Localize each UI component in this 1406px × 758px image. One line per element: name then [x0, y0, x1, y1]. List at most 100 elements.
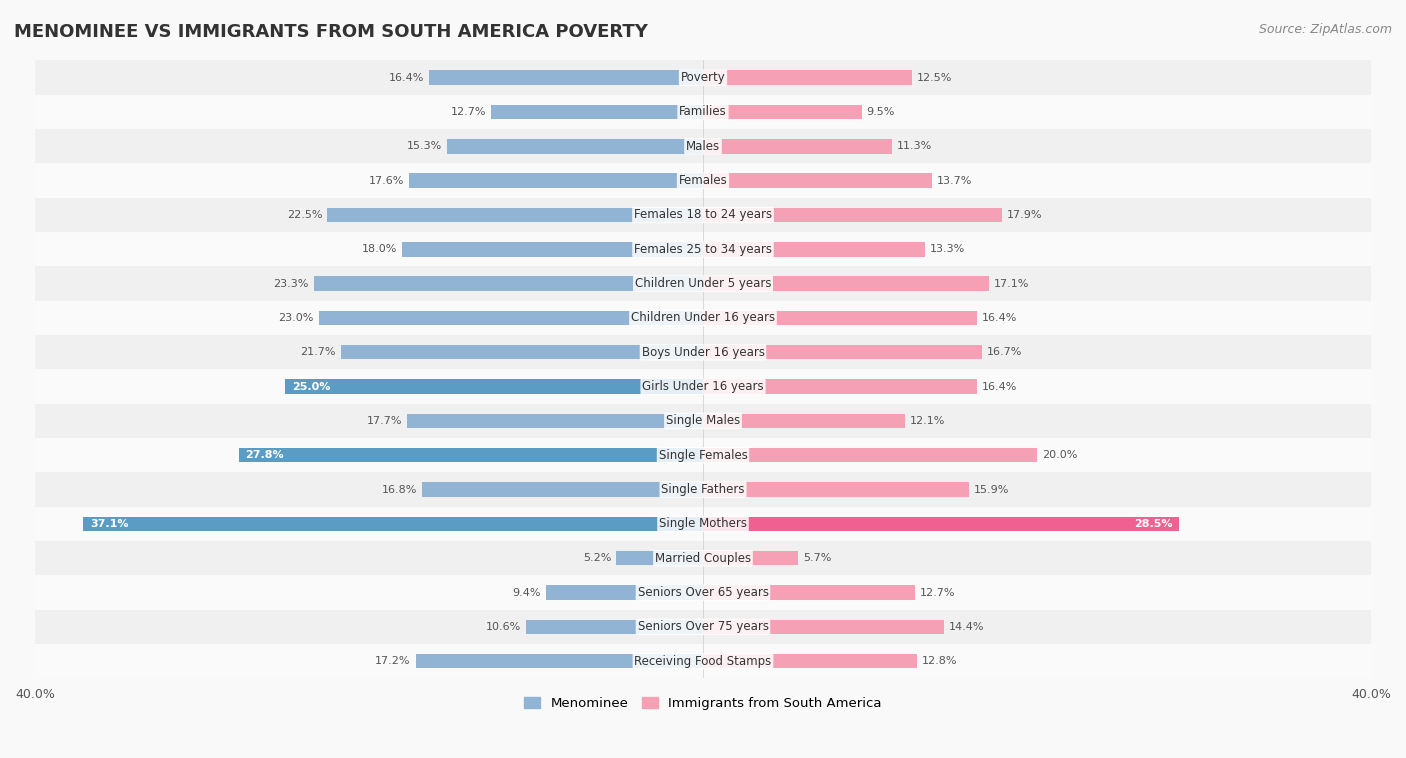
- Bar: [447, 139, 703, 154]
- Bar: [0, 609, 1406, 644]
- Text: Source: ZipAtlas.com: Source: ZipAtlas.com: [1258, 23, 1392, 36]
- Text: 28.5%: 28.5%: [1133, 519, 1173, 529]
- Text: 12.1%: 12.1%: [910, 416, 945, 426]
- Bar: [409, 174, 703, 188]
- Text: 16.7%: 16.7%: [987, 347, 1022, 357]
- Bar: [526, 620, 703, 634]
- Text: 11.3%: 11.3%: [897, 141, 932, 152]
- Text: 15.9%: 15.9%: [973, 484, 1010, 495]
- Bar: [319, 311, 703, 325]
- Text: 5.7%: 5.7%: [803, 553, 831, 563]
- Bar: [703, 414, 905, 428]
- Text: 9.5%: 9.5%: [866, 107, 896, 117]
- Text: 16.4%: 16.4%: [388, 73, 425, 83]
- Bar: [0, 335, 1406, 369]
- Bar: [703, 585, 915, 600]
- Bar: [703, 139, 891, 154]
- Text: 13.3%: 13.3%: [931, 244, 966, 254]
- Bar: [491, 105, 703, 119]
- Text: Girls Under 16 years: Girls Under 16 years: [643, 380, 763, 393]
- Bar: [0, 164, 1406, 198]
- Bar: [402, 242, 703, 256]
- Bar: [703, 208, 1002, 222]
- Bar: [0, 541, 1406, 575]
- Text: Poverty: Poverty: [681, 71, 725, 84]
- Text: 22.5%: 22.5%: [287, 210, 322, 220]
- Bar: [0, 507, 1406, 541]
- Text: 12.7%: 12.7%: [450, 107, 486, 117]
- Text: 18.0%: 18.0%: [361, 244, 398, 254]
- Bar: [0, 61, 1406, 95]
- Text: 20.0%: 20.0%: [1042, 450, 1077, 460]
- Text: 17.2%: 17.2%: [375, 656, 411, 666]
- Bar: [0, 404, 1406, 438]
- Text: 27.8%: 27.8%: [246, 450, 284, 460]
- Text: Females: Females: [679, 174, 727, 187]
- Text: 25.0%: 25.0%: [292, 381, 330, 392]
- Bar: [0, 267, 1406, 301]
- Bar: [703, 448, 1038, 462]
- Bar: [616, 551, 703, 565]
- Legend: Menominee, Immigrants from South America: Menominee, Immigrants from South America: [519, 691, 887, 715]
- Bar: [0, 438, 1406, 472]
- Text: Seniors Over 65 years: Seniors Over 65 years: [637, 586, 769, 599]
- Bar: [546, 585, 703, 600]
- Text: 14.4%: 14.4%: [949, 622, 984, 632]
- Text: 9.4%: 9.4%: [513, 587, 541, 597]
- Text: 21.7%: 21.7%: [299, 347, 336, 357]
- Text: Children Under 5 years: Children Under 5 years: [634, 277, 772, 290]
- Text: 10.6%: 10.6%: [485, 622, 522, 632]
- Bar: [429, 70, 703, 85]
- Text: Families: Families: [679, 105, 727, 118]
- Bar: [703, 551, 799, 565]
- Text: 17.7%: 17.7%: [367, 416, 402, 426]
- Bar: [0, 472, 1406, 507]
- Bar: [703, 311, 977, 325]
- Text: 12.8%: 12.8%: [922, 656, 957, 666]
- Text: 15.3%: 15.3%: [408, 141, 443, 152]
- Text: 16.8%: 16.8%: [382, 484, 418, 495]
- Bar: [703, 70, 911, 85]
- Bar: [422, 482, 703, 496]
- Text: Females 25 to 34 years: Females 25 to 34 years: [634, 243, 772, 255]
- Text: Single Males: Single Males: [666, 415, 740, 428]
- Bar: [0, 129, 1406, 164]
- Text: Children Under 16 years: Children Under 16 years: [631, 312, 775, 324]
- Bar: [703, 380, 977, 394]
- Text: 12.5%: 12.5%: [917, 73, 952, 83]
- Text: 16.4%: 16.4%: [981, 381, 1018, 392]
- Text: Single Mothers: Single Mothers: [659, 518, 747, 531]
- Text: Males: Males: [686, 139, 720, 153]
- Bar: [340, 345, 703, 359]
- Bar: [408, 414, 703, 428]
- Bar: [703, 345, 981, 359]
- Bar: [0, 301, 1406, 335]
- Text: 17.9%: 17.9%: [1007, 210, 1042, 220]
- Text: 23.3%: 23.3%: [274, 279, 309, 289]
- Text: Seniors Over 75 years: Seniors Over 75 years: [637, 621, 769, 634]
- Bar: [314, 277, 703, 291]
- Bar: [239, 448, 703, 462]
- Bar: [703, 277, 988, 291]
- Text: 17.1%: 17.1%: [994, 279, 1029, 289]
- Bar: [703, 174, 932, 188]
- Bar: [703, 105, 862, 119]
- Text: 37.1%: 37.1%: [90, 519, 128, 529]
- Text: 12.7%: 12.7%: [920, 587, 956, 597]
- Bar: [0, 369, 1406, 404]
- Text: 16.4%: 16.4%: [981, 313, 1018, 323]
- Text: Single Females: Single Females: [658, 449, 748, 462]
- Bar: [703, 517, 1180, 531]
- Bar: [0, 232, 1406, 267]
- Text: Boys Under 16 years: Boys Under 16 years: [641, 346, 765, 359]
- Bar: [0, 198, 1406, 232]
- Text: 23.0%: 23.0%: [278, 313, 314, 323]
- Text: Receiving Food Stamps: Receiving Food Stamps: [634, 655, 772, 668]
- Bar: [328, 208, 703, 222]
- Bar: [703, 620, 943, 634]
- Bar: [0, 575, 1406, 609]
- Bar: [285, 380, 703, 394]
- Bar: [0, 644, 1406, 678]
- Bar: [703, 242, 925, 256]
- Bar: [703, 654, 917, 669]
